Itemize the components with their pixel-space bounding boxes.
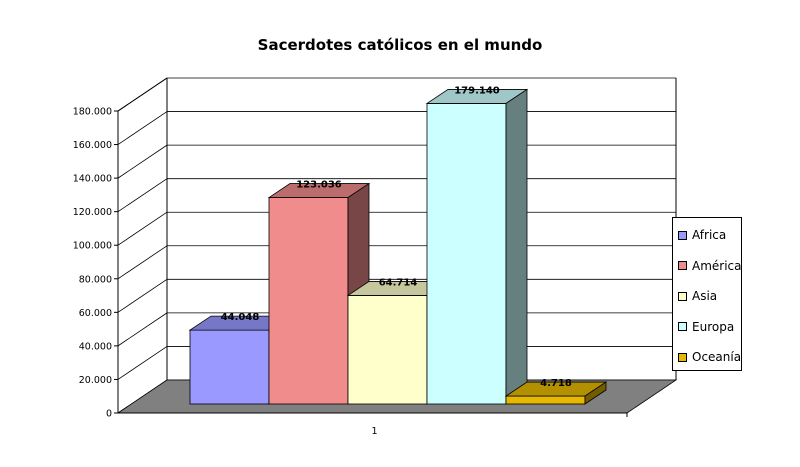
legend-item: Europa: [678, 320, 734, 334]
legend-swatch: [678, 352, 687, 362]
legend-item: Oceanía: [678, 350, 741, 364]
y-tick-label: 140.000: [73, 174, 112, 185]
legend-item: Africa: [678, 228, 726, 242]
bar-oceanía: [504, 381, 608, 405]
legend-swatch: [678, 261, 687, 270]
data-label: 4.718: [540, 378, 572, 389]
legend-label: Asia: [692, 289, 718, 303]
legend-item: América: [678, 259, 742, 273]
gridline-side: [117, 279, 168, 313]
gridline-side: [117, 346, 168, 380]
y-tick-label: 0: [106, 409, 112, 420]
y-tick-label: 60.000: [79, 308, 112, 319]
gridline-side: [117, 211, 168, 246]
bars: [188, 88, 608, 405]
bar-side-face: [584, 381, 607, 405]
y-tick-label: 120.000: [73, 207, 112, 218]
gridline-side: [117, 312, 168, 347]
legend-label: Africa: [692, 228, 727, 242]
legend-item: Asia: [678, 289, 717, 303]
legend-label: Oceanía: [692, 350, 742, 364]
legend: Africa América Asia Europa Oceanía: [672, 217, 742, 371]
legend-label: América: [692, 258, 742, 273]
data-label: 179.140: [454, 85, 500, 96]
gridline-side: [117, 245, 168, 280]
legend-swatch: [678, 291, 687, 301]
y-tick-label: 20.000: [79, 375, 112, 386]
data-label: 44.048: [221, 312, 260, 323]
legend-label: Europa: [692, 319, 735, 334]
y-tick-label: 80.000: [79, 274, 112, 285]
gridline-side: [117, 111, 168, 145]
x-tick-label: 1: [371, 426, 377, 437]
data-label: 64.714: [379, 277, 418, 288]
bar-side-face: [505, 88, 528, 405]
bar-front-face: [189, 329, 270, 405]
bar-europa: [425, 88, 529, 405]
chart-title: Sacerdotes católicos en el mundo: [257, 36, 543, 54]
y-tick-label: 180.000: [73, 107, 112, 118]
data-label: 123.036: [296, 180, 342, 191]
bar-front-face: [505, 395, 586, 405]
legend-swatch: [678, 322, 687, 331]
gridline-side: [117, 77, 168, 112]
y-tick-label: 100.000: [73, 241, 112, 252]
bar-front-face: [347, 295, 428, 405]
axes: 0 20.000 40.000 60.000 80.000 100.000 120.000 1…: [73, 107, 628, 437]
y-tick-label: 40.000: [79, 341, 112, 352]
bar-front-face: [426, 103, 507, 405]
legend-swatch: [678, 230, 687, 240]
y-tick-label: 160.000: [73, 140, 112, 151]
data-labels: 44.048 123.036 64.714 179.140 4.718: [221, 85, 572, 389]
gridline-side: [117, 178, 168, 212]
gridline-side: [117, 144, 168, 179]
bar-front-face: [268, 197, 349, 405]
